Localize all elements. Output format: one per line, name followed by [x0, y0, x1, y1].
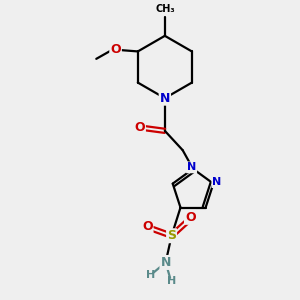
Text: N: N	[212, 177, 222, 187]
Text: O: O	[185, 211, 196, 224]
Text: N: N	[160, 92, 170, 105]
Text: S: S	[167, 229, 176, 242]
Text: O: O	[134, 122, 145, 134]
Text: N: N	[187, 162, 196, 172]
Text: N: N	[160, 256, 171, 269]
Text: CH₃: CH₃	[155, 4, 175, 14]
Text: O: O	[110, 44, 121, 56]
Text: H: H	[167, 277, 176, 286]
Text: H: H	[146, 270, 155, 280]
Text: O: O	[142, 220, 152, 233]
